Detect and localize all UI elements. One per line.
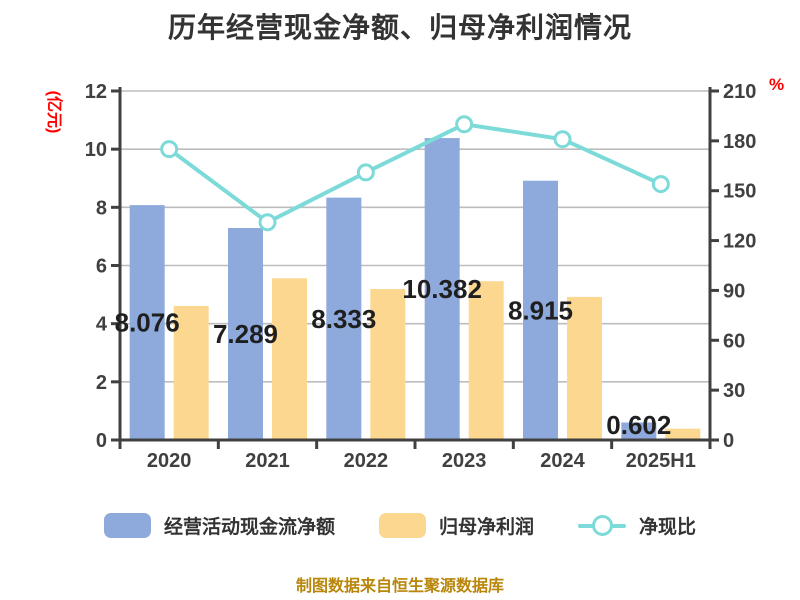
bar-value-label: 10.382 xyxy=(402,274,482,304)
category-label: 2021 xyxy=(245,450,290,472)
right-axis-tick-label: 0 xyxy=(723,430,734,452)
right-axis-tick-label: 210 xyxy=(723,81,756,103)
bar-value-label: 8.333 xyxy=(311,304,376,334)
net-profit-bar[interactable] xyxy=(468,281,504,440)
net-profit-bar[interactable] xyxy=(370,289,406,440)
operating-cashflow-bar[interactable] xyxy=(424,138,460,441)
left-axis-tick-label: 12 xyxy=(85,81,107,103)
left-axis-tick-label: 4 xyxy=(96,314,108,336)
cash-ratio-marker[interactable] xyxy=(356,163,375,182)
right-axis-unit: % xyxy=(769,75,785,94)
category-label: 2022 xyxy=(344,450,389,472)
cash-ratio-marker[interactable] xyxy=(160,140,179,159)
bar-value-label: 8.915 xyxy=(508,295,573,325)
operating-cashflow-swatch xyxy=(103,513,151,538)
net-profit-bar[interactable] xyxy=(173,305,209,440)
left-axis-tick-label: 10 xyxy=(85,139,107,161)
right-axis-tick-label: 60 xyxy=(723,330,745,352)
left-axis-tick-label: 2 xyxy=(96,372,107,394)
operating-cashflow-bar[interactable] xyxy=(523,180,558,440)
bar-value-label: 0.602 xyxy=(606,410,671,440)
operating-cashflow-bar[interactable] xyxy=(326,197,362,440)
net-profit-bar[interactable] xyxy=(272,278,307,440)
left-axis-tick-label: 0 xyxy=(96,430,107,452)
cash-ratio-line-icon xyxy=(578,513,626,538)
cash-ratio-line xyxy=(167,122,662,225)
legend-label: 净现比 xyxy=(639,517,697,538)
cash-ratio-marker[interactable] xyxy=(553,130,572,149)
legend: 经营活动现金流净额 归母净利润 净现比 xyxy=(0,512,800,539)
cash-ratio-marker[interactable] xyxy=(258,213,277,232)
net-profit-bar[interactable] xyxy=(665,428,701,440)
legend-item-cash-ratio[interactable]: 净现比 xyxy=(578,512,696,539)
right-axis-tick-label: 180 xyxy=(723,131,756,153)
left-axis-tick-label: 6 xyxy=(96,256,107,278)
chart-title: 历年经营现金净额、归母净利润情况 xyxy=(167,12,632,43)
bar-value-label: 8.076 xyxy=(115,308,180,338)
category-label: 2025H1 xyxy=(626,450,696,472)
operating-cashflow-bar[interactable] xyxy=(129,205,165,440)
category-label: 2020 xyxy=(147,450,192,472)
left-axis-tick-label: 8 xyxy=(96,197,107,219)
legend-label: 归母净利润 xyxy=(438,517,534,538)
operating-cashflow-bar[interactable] xyxy=(621,422,657,440)
legend-label: 经营活动现金流净额 xyxy=(163,517,335,538)
right-axis-tick-label: 30 xyxy=(723,380,745,402)
cash-ratio-marker[interactable] xyxy=(651,175,670,194)
legend-item-net-profit[interactable]: 归母净利润 xyxy=(378,512,534,539)
right-axis-tick-label: 120 xyxy=(723,231,756,253)
legend-item-operating-cashflow[interactable]: 经营活动现金流净额 xyxy=(103,512,335,539)
category-label: 2024 xyxy=(540,450,585,472)
net-profit-swatch xyxy=(378,513,426,538)
right-axis-tick-label: 90 xyxy=(723,280,745,302)
cash-ratio-marker[interactable] xyxy=(455,115,474,134)
data-source-note: 制图数据来自恒生聚源数据库 xyxy=(295,578,504,595)
category-label: 2023 xyxy=(442,450,487,472)
operating-cashflow-bar[interactable] xyxy=(228,228,263,440)
right-axis-tick-label: 150 xyxy=(723,181,756,203)
net-profit-bar[interactable] xyxy=(567,296,602,440)
bar-value-label: 7.289 xyxy=(213,319,278,349)
